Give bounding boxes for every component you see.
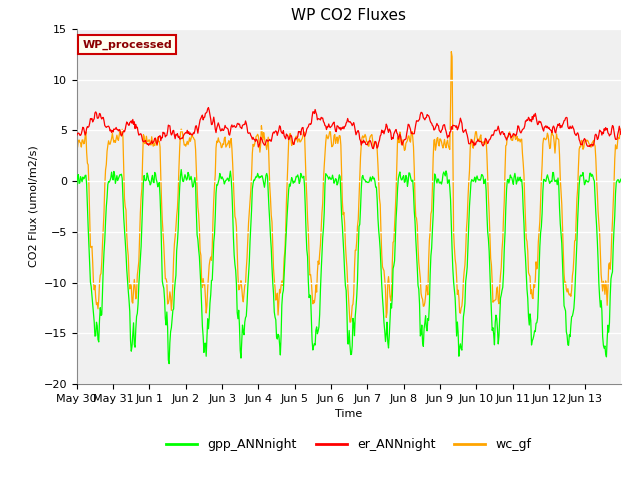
Text: WP_processed: WP_processed: [82, 39, 172, 50]
Legend: gpp_ANNnight, er_ANNnight, wc_gf: gpp_ANNnight, er_ANNnight, wc_gf: [161, 433, 536, 456]
Y-axis label: CO2 Flux (umol/m2/s): CO2 Flux (umol/m2/s): [28, 145, 38, 267]
Title: WP CO2 Fluxes: WP CO2 Fluxes: [291, 9, 406, 24]
X-axis label: Time: Time: [335, 409, 362, 419]
